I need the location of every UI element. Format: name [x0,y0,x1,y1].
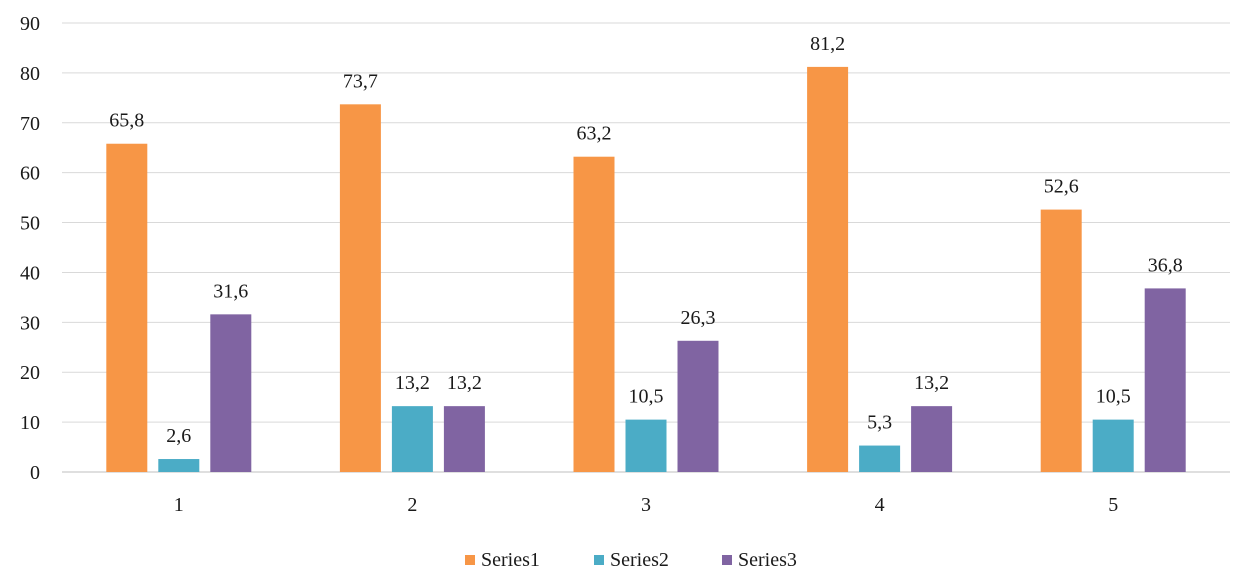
data-label: 52,6 [1044,176,1079,198]
bar-series3-4 [911,406,953,472]
y-axis-tick-labels: 0 10 20 30 40 50 60 70 80 90 [20,13,40,484]
y-tick-label: 40 [20,262,40,284]
bar-series2-2 [391,406,433,472]
y-tick-label: 90 [20,13,40,35]
legend-label: Series3 [738,549,797,571]
bar-series1-1 [106,143,148,472]
bars [106,66,1186,473]
legend-label: Series1 [481,549,540,571]
x-category-label: 3 [641,494,651,516]
data-labels: 65,8 2,6 31,6 73,7 13,2 13,2 63,2 10,5 26,3 81,2 5… [109,33,1182,447]
legend-swatch [594,555,604,565]
y-tick-label: 50 [20,213,40,235]
data-label: 31,6 [213,280,248,302]
legend-swatch [465,555,475,565]
data-label: 10,5 [1096,386,1131,408]
x-category-label: 4 [875,494,885,516]
data-label: 65,8 [109,110,144,132]
data-label: 63,2 [577,123,612,145]
y-tick-label: 10 [20,412,40,434]
legend-item-series2: Series2 [594,549,669,571]
bar-series3-3 [677,340,719,472]
bar-series3-5 [1144,288,1186,472]
gridlines [62,22,1230,473]
legend-item-series1: Series1 [465,549,540,571]
bar-series1-3 [573,156,615,473]
x-category-label: 2 [407,494,417,516]
data-label: 81,2 [810,33,845,55]
legend-label: Series2 [610,549,669,571]
y-tick-label: 60 [20,163,40,185]
x-axis-category-labels: 1 2 3 4 5 [174,494,1118,516]
bar-series1-4 [807,66,849,472]
y-tick-label: 0 [30,462,40,484]
bar-series2-5 [1092,419,1134,472]
data-label: 13,2 [395,372,430,394]
bar-series1-2 [339,104,381,473]
bar-series2-1 [158,459,200,472]
bar-series1-5 [1040,209,1082,472]
bar-series3-2 [443,406,485,472]
data-label: 73,7 [343,70,378,92]
legend-swatch [722,555,732,565]
x-category-label: 5 [1108,494,1118,516]
data-label: 5,3 [867,412,892,434]
bar-series3-1 [210,314,252,472]
data-label: 10,5 [629,386,664,408]
x-category-label: 1 [174,494,184,516]
y-tick-label: 80 [20,63,40,85]
data-label: 13,2 [914,372,949,394]
y-tick-label: 20 [20,362,40,384]
legend: Series1 Series2 Series3 [465,549,797,571]
y-tick-label: 70 [20,113,40,135]
y-tick-label: 30 [20,312,40,334]
data-label: 2,6 [166,425,191,447]
data-label: 26,3 [681,307,716,329]
legend-item-series3: Series3 [722,549,797,571]
bar-series2-3 [625,419,667,472]
bar-series2-4 [859,445,901,472]
data-label: 13,2 [447,372,482,394]
data-label: 36,8 [1148,254,1183,276]
